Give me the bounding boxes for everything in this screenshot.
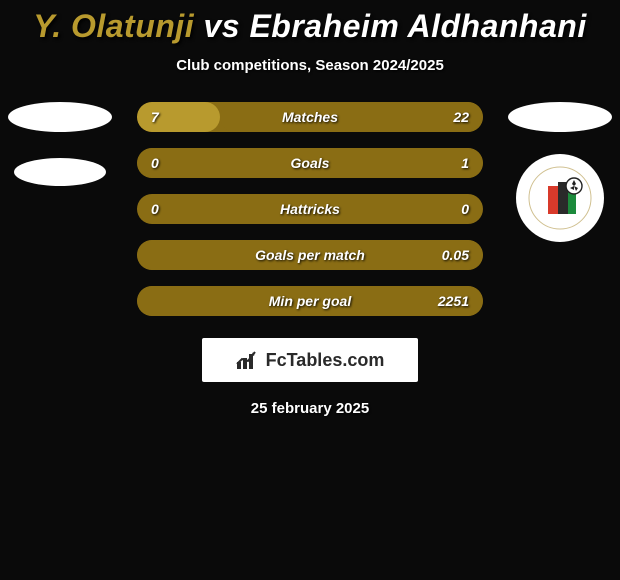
club-crest-icon <box>528 166 592 230</box>
left-badges <box>0 102 120 212</box>
stat-row: 0 0 Hattricks <box>137 194 483 224</box>
right-badges <box>500 102 620 242</box>
stat-label: Min per goal <box>269 293 351 309</box>
comparison-card: Y. Olatunji vs Ebraheim Aldhanhani Club … <box>0 0 620 417</box>
player2-flag <box>508 102 612 132</box>
left-bar <box>137 102 220 132</box>
player2-name: Ebraheim Aldhanhani <box>249 8 586 44</box>
stat-label: Goals per match <box>255 247 365 263</box>
stat-row: 0 1 Goals <box>137 148 483 178</box>
player1-club-placeholder <box>14 158 106 186</box>
stat-label: Goals <box>291 155 330 171</box>
right-value: 2251 <box>438 293 469 309</box>
left-value: 0 <box>151 201 159 217</box>
left-value: 7 <box>151 109 159 125</box>
player2-club-badge <box>516 154 604 242</box>
subtitle: Club competitions, Season 2024/2025 <box>176 57 444 74</box>
left-value: 0 <box>151 155 159 171</box>
stat-row: 0.05 Goals per match <box>137 240 483 270</box>
vs-text: vs <box>194 8 249 44</box>
stat-label: Hattricks <box>280 201 340 217</box>
stat-rows: 7 22 Matches 0 1 Goals 0 0 Hattricks 0.05 Goals pe… <box>137 102 483 316</box>
player1-flag <box>8 102 112 132</box>
stats-area: 7 22 Matches 0 1 Goals 0 0 Hattricks 0.05 Goals pe… <box>0 102 620 316</box>
right-bar <box>220 102 483 132</box>
chart-icon <box>236 350 260 370</box>
stat-row: 2251 Min per goal <box>137 286 483 316</box>
stat-row: 7 22 Matches <box>137 102 483 132</box>
date-text: 25 february 2025 <box>251 400 369 417</box>
page-title: Y. Olatunji vs Ebraheim Aldhanhani <box>33 8 586 45</box>
brand-text: FcTables.com <box>266 350 385 371</box>
right-value: 1 <box>461 155 469 171</box>
right-value: 0.05 <box>442 247 469 263</box>
right-value: 0 <box>461 201 469 217</box>
brand-box: FcTables.com <box>202 338 418 382</box>
stat-label: Matches <box>282 109 338 125</box>
player1-name: Y. Olatunji <box>33 8 194 44</box>
right-value: 22 <box>453 109 469 125</box>
